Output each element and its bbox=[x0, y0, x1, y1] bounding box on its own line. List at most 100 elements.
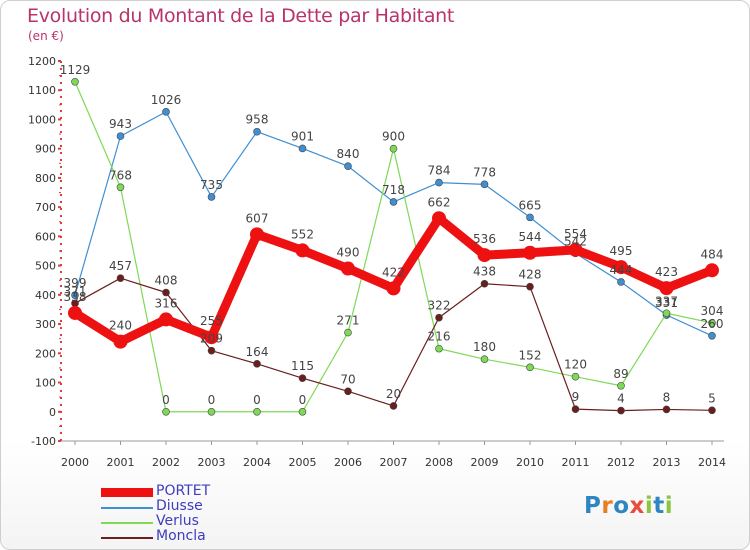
legend-swatch-diusse bbox=[101, 507, 153, 509]
proxiti-logo: Proxiti bbox=[584, 493, 673, 519]
data-point-moncla bbox=[253, 360, 261, 368]
data-label-portet: 338 bbox=[64, 290, 87, 304]
data-point-portet bbox=[568, 242, 583, 257]
data-label-verlus: 216 bbox=[428, 330, 451, 344]
data-label-portet: 484 bbox=[701, 247, 724, 261]
data-point-portet bbox=[295, 243, 310, 258]
data-label-verlus: 271 bbox=[337, 314, 360, 328]
data-label-portet: 554 bbox=[564, 227, 587, 241]
legend-label-diusse: Diusse bbox=[156, 498, 203, 514]
data-label-verlus: 180 bbox=[473, 340, 496, 354]
data-point-moncla bbox=[617, 406, 625, 415]
data-point-moncla bbox=[571, 405, 580, 413]
data-point-moncla bbox=[389, 402, 398, 410]
data-point-portet bbox=[614, 260, 628, 275]
data-point-moncla bbox=[207, 346, 216, 355]
data-label-diusse: 1026 bbox=[151, 93, 182, 107]
data-point-diusse bbox=[617, 278, 625, 286]
y-tick-label: 1100 bbox=[28, 84, 56, 97]
data-point-verlus bbox=[207, 407, 216, 416]
data-label-diusse: 260 bbox=[701, 317, 724, 331]
data-point-verlus bbox=[662, 309, 671, 318]
data-point-moncla bbox=[526, 282, 534, 291]
data-label-portet: 240 bbox=[109, 319, 132, 333]
data-label-portet: 316 bbox=[155, 296, 178, 310]
x-tick-label: 2007 bbox=[380, 456, 408, 469]
x-tick-label: 2014 bbox=[698, 456, 726, 469]
data-point-diusse bbox=[253, 127, 261, 136]
y-tick-label: 500 bbox=[35, 260, 56, 273]
data-point-diusse bbox=[708, 331, 716, 340]
data-point-verlus bbox=[116, 183, 125, 192]
data-label-diusse: 784 bbox=[428, 164, 451, 178]
x-tick-label: 2001 bbox=[107, 456, 135, 469]
x-tick-label: 2010 bbox=[516, 456, 544, 469]
legend-label-verlus: Verlus bbox=[156, 513, 199, 529]
chart-title: Evolution du Montant de la Dette par Hab… bbox=[27, 5, 455, 27]
data-point-verlus bbox=[253, 407, 261, 416]
data-label-portet: 536 bbox=[473, 232, 496, 246]
logo-letter: o bbox=[613, 493, 630, 519]
x-tick-label: 2011 bbox=[562, 456, 590, 469]
data-point-verlus bbox=[389, 144, 398, 153]
line-chart: -100010020030040050060070080090010001100… bbox=[28, 55, 726, 469]
data-point-moncla bbox=[162, 288, 170, 297]
data-label-portet: 255 bbox=[200, 314, 223, 328]
data-point-diusse bbox=[116, 132, 125, 140]
data-label-portet: 662 bbox=[428, 195, 451, 209]
x-tick-label: 2005 bbox=[289, 456, 317, 469]
data-point-diusse bbox=[526, 213, 534, 222]
data-label-portet: 607 bbox=[246, 211, 269, 225]
legend-label-moncla: Moncla bbox=[156, 528, 206, 544]
x-tick-label: 2012 bbox=[607, 456, 635, 469]
data-label-portet: 422 bbox=[382, 265, 405, 279]
data-point-portet bbox=[659, 281, 674, 296]
data-label-diusse: 331 bbox=[655, 296, 678, 310]
data-label-moncla: 322 bbox=[428, 299, 451, 313]
data-label-moncla: 408 bbox=[155, 274, 178, 288]
data-point-diusse bbox=[389, 198, 398, 206]
x-tick-label: 2008 bbox=[425, 456, 453, 469]
data-label-diusse: 943 bbox=[109, 117, 132, 131]
data-point-verlus bbox=[617, 381, 625, 390]
x-tick-label: 2006 bbox=[334, 456, 362, 469]
data-point-verlus bbox=[480, 355, 489, 363]
data-point-verlus bbox=[344, 328, 352, 337]
data-point-verlus bbox=[71, 77, 79, 86]
y-tick-label: -100 bbox=[31, 435, 56, 448]
legend-label-portet: PORTET bbox=[156, 483, 211, 499]
legend-swatch-verlus bbox=[101, 522, 153, 524]
data-label-diusse: 399 bbox=[64, 276, 87, 290]
data-point-portet bbox=[477, 248, 492, 263]
x-tick-label: 2009 bbox=[471, 456, 499, 469]
x-tick-label: 2000 bbox=[61, 456, 89, 469]
logo-letter: i bbox=[644, 493, 654, 519]
logo-letter: t bbox=[653, 493, 665, 519]
y-tick-label: 600 bbox=[35, 230, 56, 243]
data-label-diusse: 958 bbox=[246, 113, 269, 127]
data-label-moncla: 438 bbox=[473, 265, 496, 279]
data-label-moncla: 428 bbox=[519, 268, 542, 282]
x-tick-label: 2002 bbox=[152, 456, 180, 469]
series-lines bbox=[68, 77, 719, 416]
y-tick-label: 100 bbox=[35, 377, 56, 390]
data-point-moncla bbox=[435, 313, 443, 322]
data-label-verlus: 0 bbox=[299, 393, 307, 407]
y-tick-label: 0 bbox=[49, 406, 56, 419]
data-label-diusse: 901 bbox=[291, 129, 314, 143]
data-point-portet bbox=[250, 227, 264, 242]
data-label-moncla: 70 bbox=[340, 372, 355, 386]
y-tick-label: 800 bbox=[35, 172, 56, 185]
data-label-diusse: 840 bbox=[337, 147, 360, 161]
data-point-moncla bbox=[344, 387, 352, 396]
data-point-portet bbox=[432, 211, 446, 226]
data-label-verlus: 0 bbox=[253, 393, 261, 407]
data-label-moncla: 371 bbox=[64, 284, 87, 298]
data-label-verlus: 337 bbox=[655, 294, 678, 308]
data-label-moncla: 164 bbox=[246, 345, 269, 359]
data-label-moncla: 20 bbox=[386, 387, 401, 401]
x-tick-label: 2003 bbox=[198, 456, 226, 469]
data-point-diusse bbox=[71, 291, 79, 299]
legend-swatch-portet bbox=[101, 488, 153, 497]
